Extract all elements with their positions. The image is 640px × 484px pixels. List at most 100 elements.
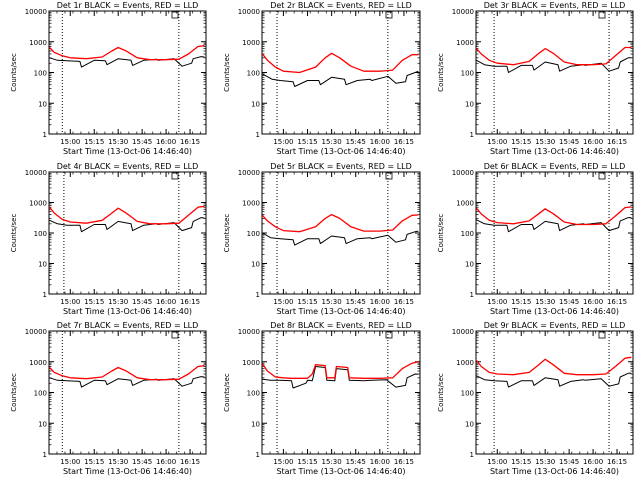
x-tick-label: 15:00: [60, 458, 80, 466]
x-tick-label: 15:30: [322, 138, 342, 146]
y-tick-label: 1: [256, 131, 260, 139]
x-axis-label: Start Time (13-Oct-06 14:46:40): [276, 307, 405, 316]
y-axis-label: Counts/sec: [223, 373, 231, 412]
x-tick-label: 16:15: [607, 298, 627, 306]
x-tick-label: 16:15: [607, 458, 627, 466]
y-tick-label: 10: [465, 100, 474, 108]
x-tick-label: 16:15: [394, 138, 414, 146]
events-series-line: [476, 217, 632, 233]
x-tick-label: 15:15: [84, 298, 104, 306]
x-tick-label: 15:45: [559, 458, 579, 466]
y-tick-label: 100: [461, 390, 474, 398]
panel-det-2r: Det 2r BLACK = Events, RED = LLD 1 10 100 10…: [223, 1, 421, 156]
y-tick-label: 1: [43, 291, 47, 299]
x-axis-label: Start Time (13-Oct-06 14:46:40): [490, 307, 619, 316]
plot-marker: [385, 331, 393, 339]
panel-det-5r: Det 5r BLACK = Events, RED = LLD 1 10 100 10…: [223, 162, 421, 316]
x-tick-label: 16:15: [394, 458, 414, 466]
plot-frame: [261, 10, 421, 135]
plot-marker: [598, 11, 606, 19]
panel-title: Det 4r BLACK = Events, RED = LLD: [57, 162, 199, 171]
x-tick-label: 16:15: [180, 458, 200, 466]
panel-det-8r: Det 8r BLACK = Events, RED = LLD 1 10 100 10…: [223, 321, 421, 476]
panel-det-7r: Det 7r BLACK = Events, RED = LLD 1 10 100 10…: [10, 321, 207, 476]
y-axis-label: Counts/sec: [437, 373, 445, 412]
y-tick-label: 10000: [238, 169, 260, 177]
y-axis-label: Counts/sec: [223, 214, 231, 253]
y-tick-label: 1000: [29, 39, 47, 47]
plot-frame: [48, 171, 207, 295]
panel-title: Det 2r BLACK = Events, RED = LLD: [270, 1, 412, 10]
x-tick-label: 16:00: [370, 138, 390, 146]
y-tick-label: 1000: [242, 200, 260, 208]
x-tick-label: 15:45: [132, 138, 152, 146]
y-axis-label: Counts/sec: [223, 53, 231, 92]
x-tick-label: 16:15: [607, 138, 627, 146]
x-tick-label: 15:30: [108, 458, 128, 466]
plot-frame: [261, 330, 421, 455]
x-axis-label: Start Time (13-Oct-06 14:46:40): [63, 307, 192, 316]
y-tick-label: 100: [247, 70, 260, 78]
x-tick-label: 16:00: [370, 458, 390, 466]
lld-series-line: [475, 206, 632, 226]
x-tick-label: 15:15: [297, 458, 317, 466]
y-axis-label: Counts/sec: [10, 373, 18, 412]
x-tick-label: 15:30: [535, 298, 555, 306]
y-tick-label: 10000: [25, 169, 47, 177]
y-tick-label: 1000: [242, 359, 260, 367]
x-tick-label: 15:45: [346, 138, 366, 146]
x-tick-label: 16:15: [180, 298, 200, 306]
plot-frame: [261, 171, 421, 295]
lld-series-line: [48, 205, 205, 225]
y-tick-label: 1: [470, 291, 474, 299]
y-tick-label: 100: [461, 70, 474, 78]
y-tick-label: 10: [38, 420, 47, 428]
y-tick-label: 100: [34, 390, 47, 398]
panel-title: Det 1r BLACK = Events, RED = LLD: [57, 1, 199, 10]
x-tick-label: 16:00: [156, 458, 176, 466]
events-series-line: [262, 70, 419, 87]
x-axis-label: Start Time (13-Oct-06 14:46:40): [276, 147, 405, 156]
x-tick-label: 15:00: [487, 298, 507, 306]
panel-det-1r: Det 1r BLACK = Events, RED = LLD 1 10 100 10…: [10, 1, 207, 156]
x-tick-label: 16:00: [370, 298, 390, 306]
lld-series-line: [475, 356, 632, 376]
y-tick-label: 10: [251, 261, 260, 269]
x-tick-label: 15:15: [511, 458, 531, 466]
panel-title: Det 6r BLACK = Events, RED = LLD: [484, 162, 626, 171]
plot-marker: [385, 172, 393, 180]
lld-series-line: [261, 52, 419, 74]
events-series-line: [49, 217, 205, 233]
x-tick-label: 15:45: [132, 458, 152, 466]
y-tick-label: 1000: [242, 39, 260, 47]
y-tick-label: 10000: [452, 8, 474, 16]
x-tick-label: 15:00: [487, 458, 507, 466]
x-tick-label: 15:45: [559, 298, 579, 306]
x-tick-label: 15:30: [322, 458, 342, 466]
x-tick-label: 15:00: [273, 298, 293, 306]
x-tick-label: 15:30: [108, 298, 128, 306]
y-tick-label: 100: [34, 230, 47, 238]
y-tick-label: 1000: [456, 200, 474, 208]
x-tick-label: 15:30: [535, 458, 555, 466]
x-tick-label: 16:00: [583, 458, 603, 466]
plot-marker: [171, 331, 179, 339]
x-tick-label: 16:00: [583, 298, 603, 306]
y-tick-label: 1: [43, 131, 47, 139]
events-series-line: [49, 376, 205, 388]
x-tick-label: 16:00: [583, 138, 603, 146]
x-axis-label: Start Time (13-Oct-06 14:46:40): [490, 467, 619, 476]
x-tick-label: 15:30: [108, 138, 128, 146]
y-tick-label: 10: [38, 261, 47, 269]
x-tick-label: 15:45: [346, 298, 366, 306]
y-tick-label: 100: [247, 390, 260, 398]
y-tick-label: 100: [247, 230, 260, 238]
panel-det-4r: Det 4r BLACK = Events, RED = LLD 1 10 100 10…: [10, 162, 207, 316]
panel-title: Det 5r BLACK = Events, RED = LLD: [270, 162, 412, 171]
y-tick-label: 1000: [456, 359, 474, 367]
y-tick-label: 10000: [238, 328, 260, 336]
x-tick-label: 15:45: [132, 298, 152, 306]
y-tick-label: 1000: [29, 359, 47, 367]
x-tick-label: 15:30: [322, 298, 342, 306]
